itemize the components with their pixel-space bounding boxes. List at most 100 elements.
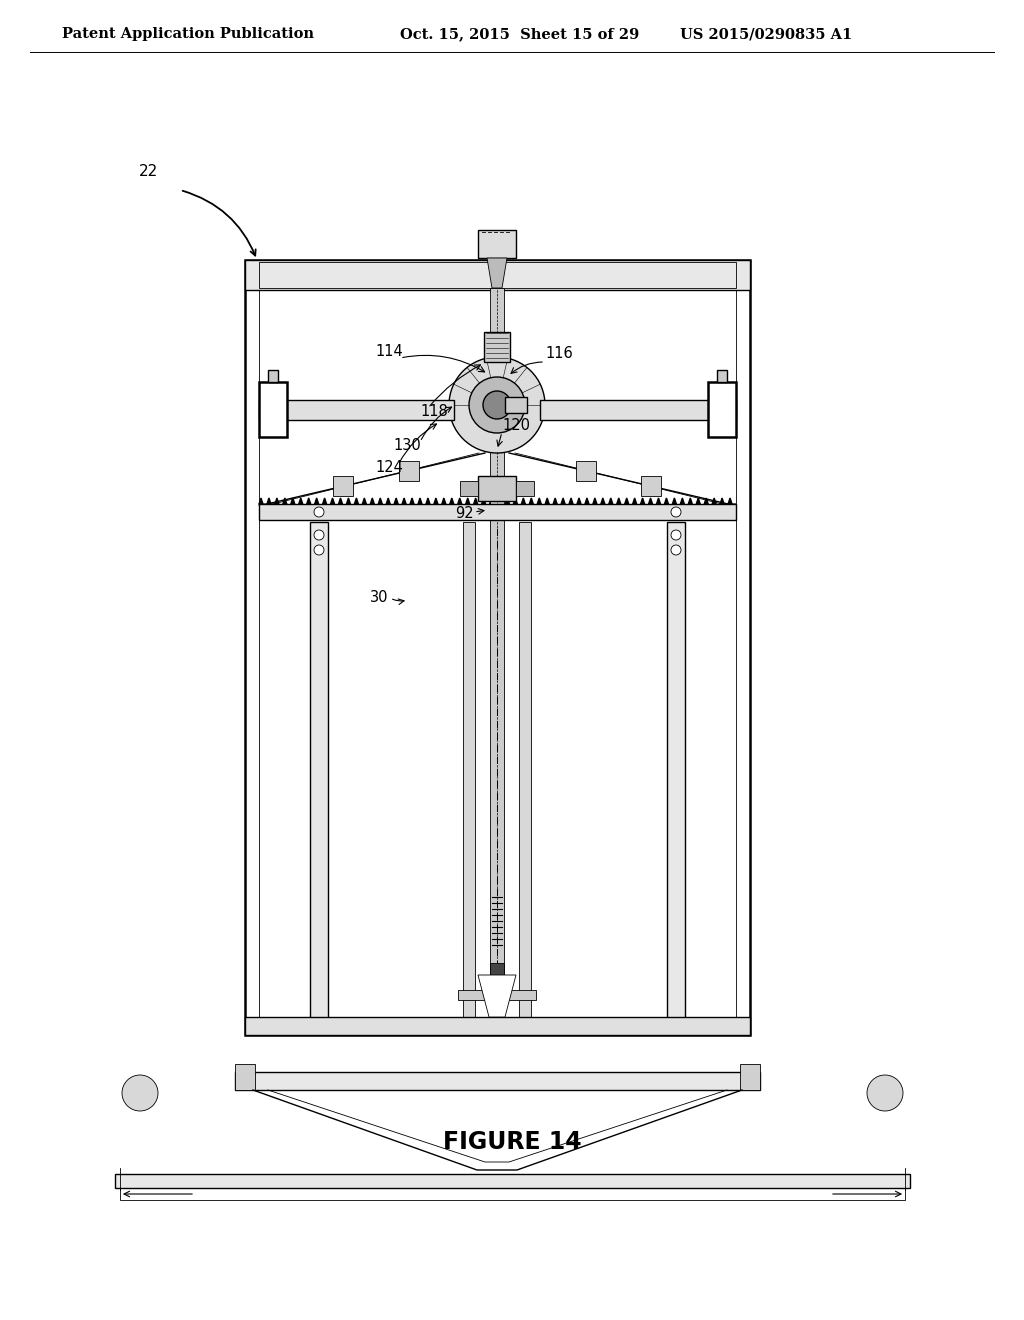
- Polygon shape: [394, 498, 398, 504]
- Polygon shape: [577, 498, 581, 504]
- Text: Oct. 15, 2015  Sheet 15 of 29: Oct. 15, 2015 Sheet 15 of 29: [400, 26, 639, 41]
- Polygon shape: [553, 498, 557, 504]
- Polygon shape: [712, 498, 716, 504]
- Bar: [234, 1064, 255, 1090]
- Polygon shape: [378, 498, 382, 504]
- Text: 114: 114: [375, 345, 402, 359]
- Circle shape: [671, 507, 681, 517]
- Polygon shape: [680, 498, 684, 504]
- Polygon shape: [521, 498, 525, 504]
- Polygon shape: [720, 504, 736, 517]
- Polygon shape: [478, 975, 516, 1016]
- Circle shape: [867, 1074, 903, 1111]
- Bar: [463, 521, 475, 1030]
- Polygon shape: [593, 498, 597, 504]
- Polygon shape: [426, 498, 430, 504]
- Bar: [478, 477, 516, 502]
- Bar: [259, 381, 287, 437]
- Bar: [259, 504, 736, 520]
- Polygon shape: [331, 498, 335, 504]
- Polygon shape: [299, 498, 303, 504]
- Polygon shape: [267, 498, 271, 504]
- Polygon shape: [489, 498, 494, 504]
- Polygon shape: [728, 498, 732, 504]
- Polygon shape: [402, 498, 407, 504]
- Text: 92: 92: [456, 507, 474, 521]
- Polygon shape: [609, 498, 612, 504]
- Polygon shape: [625, 498, 629, 504]
- Polygon shape: [410, 498, 414, 504]
- Text: 130: 130: [393, 437, 421, 453]
- Bar: [490, 964, 504, 975]
- Bar: [398, 461, 419, 480]
- Bar: [641, 477, 662, 496]
- Polygon shape: [601, 498, 605, 504]
- Bar: [458, 990, 536, 1001]
- Polygon shape: [498, 498, 502, 504]
- Bar: [245, 260, 750, 1035]
- Polygon shape: [585, 498, 589, 504]
- Text: Patent Application Publication: Patent Application Publication: [62, 26, 314, 41]
- Polygon shape: [339, 498, 342, 504]
- Polygon shape: [720, 498, 724, 504]
- Polygon shape: [450, 498, 454, 504]
- Bar: [505, 397, 527, 413]
- Polygon shape: [545, 498, 549, 504]
- Polygon shape: [616, 498, 621, 504]
- Polygon shape: [705, 498, 709, 504]
- Polygon shape: [538, 498, 542, 504]
- Circle shape: [314, 531, 324, 540]
- Circle shape: [671, 545, 681, 554]
- Polygon shape: [259, 504, 275, 517]
- Bar: [667, 521, 685, 1032]
- Polygon shape: [529, 498, 534, 504]
- Polygon shape: [386, 498, 390, 504]
- Polygon shape: [259, 498, 263, 504]
- Bar: [234, 1072, 760, 1090]
- Bar: [519, 521, 531, 1030]
- Polygon shape: [371, 498, 375, 504]
- Circle shape: [483, 391, 511, 418]
- Bar: [259, 261, 736, 288]
- Polygon shape: [474, 498, 477, 504]
- Bar: [245, 260, 750, 290]
- Polygon shape: [323, 498, 327, 504]
- Polygon shape: [458, 498, 462, 504]
- Text: 116: 116: [545, 346, 572, 362]
- Circle shape: [314, 507, 324, 517]
- Polygon shape: [665, 498, 669, 504]
- Circle shape: [314, 545, 324, 554]
- Bar: [310, 521, 328, 1032]
- Bar: [259, 400, 454, 420]
- Text: 22: 22: [138, 165, 158, 180]
- Polygon shape: [418, 498, 422, 504]
- Polygon shape: [441, 498, 445, 504]
- Text: 124: 124: [375, 461, 402, 475]
- Polygon shape: [641, 498, 644, 504]
- Polygon shape: [481, 498, 485, 504]
- Text: 30: 30: [370, 590, 388, 605]
- Bar: [540, 400, 736, 420]
- Polygon shape: [688, 498, 692, 504]
- Polygon shape: [673, 498, 677, 504]
- Polygon shape: [487, 257, 507, 288]
- Polygon shape: [656, 498, 660, 504]
- Polygon shape: [466, 498, 470, 504]
- Bar: [740, 1064, 760, 1090]
- Text: 118: 118: [420, 404, 447, 420]
- Bar: [484, 333, 510, 362]
- Text: 120: 120: [502, 417, 530, 433]
- Polygon shape: [633, 498, 637, 504]
- Bar: [333, 477, 353, 496]
- Polygon shape: [696, 498, 700, 504]
- Circle shape: [122, 1074, 158, 1111]
- Bar: [460, 480, 478, 496]
- Polygon shape: [307, 498, 310, 504]
- Bar: [245, 1016, 750, 1035]
- Polygon shape: [346, 498, 350, 504]
- Polygon shape: [506, 498, 510, 504]
- Polygon shape: [354, 498, 358, 504]
- Bar: [516, 480, 534, 496]
- Circle shape: [449, 356, 545, 453]
- Circle shape: [469, 378, 525, 433]
